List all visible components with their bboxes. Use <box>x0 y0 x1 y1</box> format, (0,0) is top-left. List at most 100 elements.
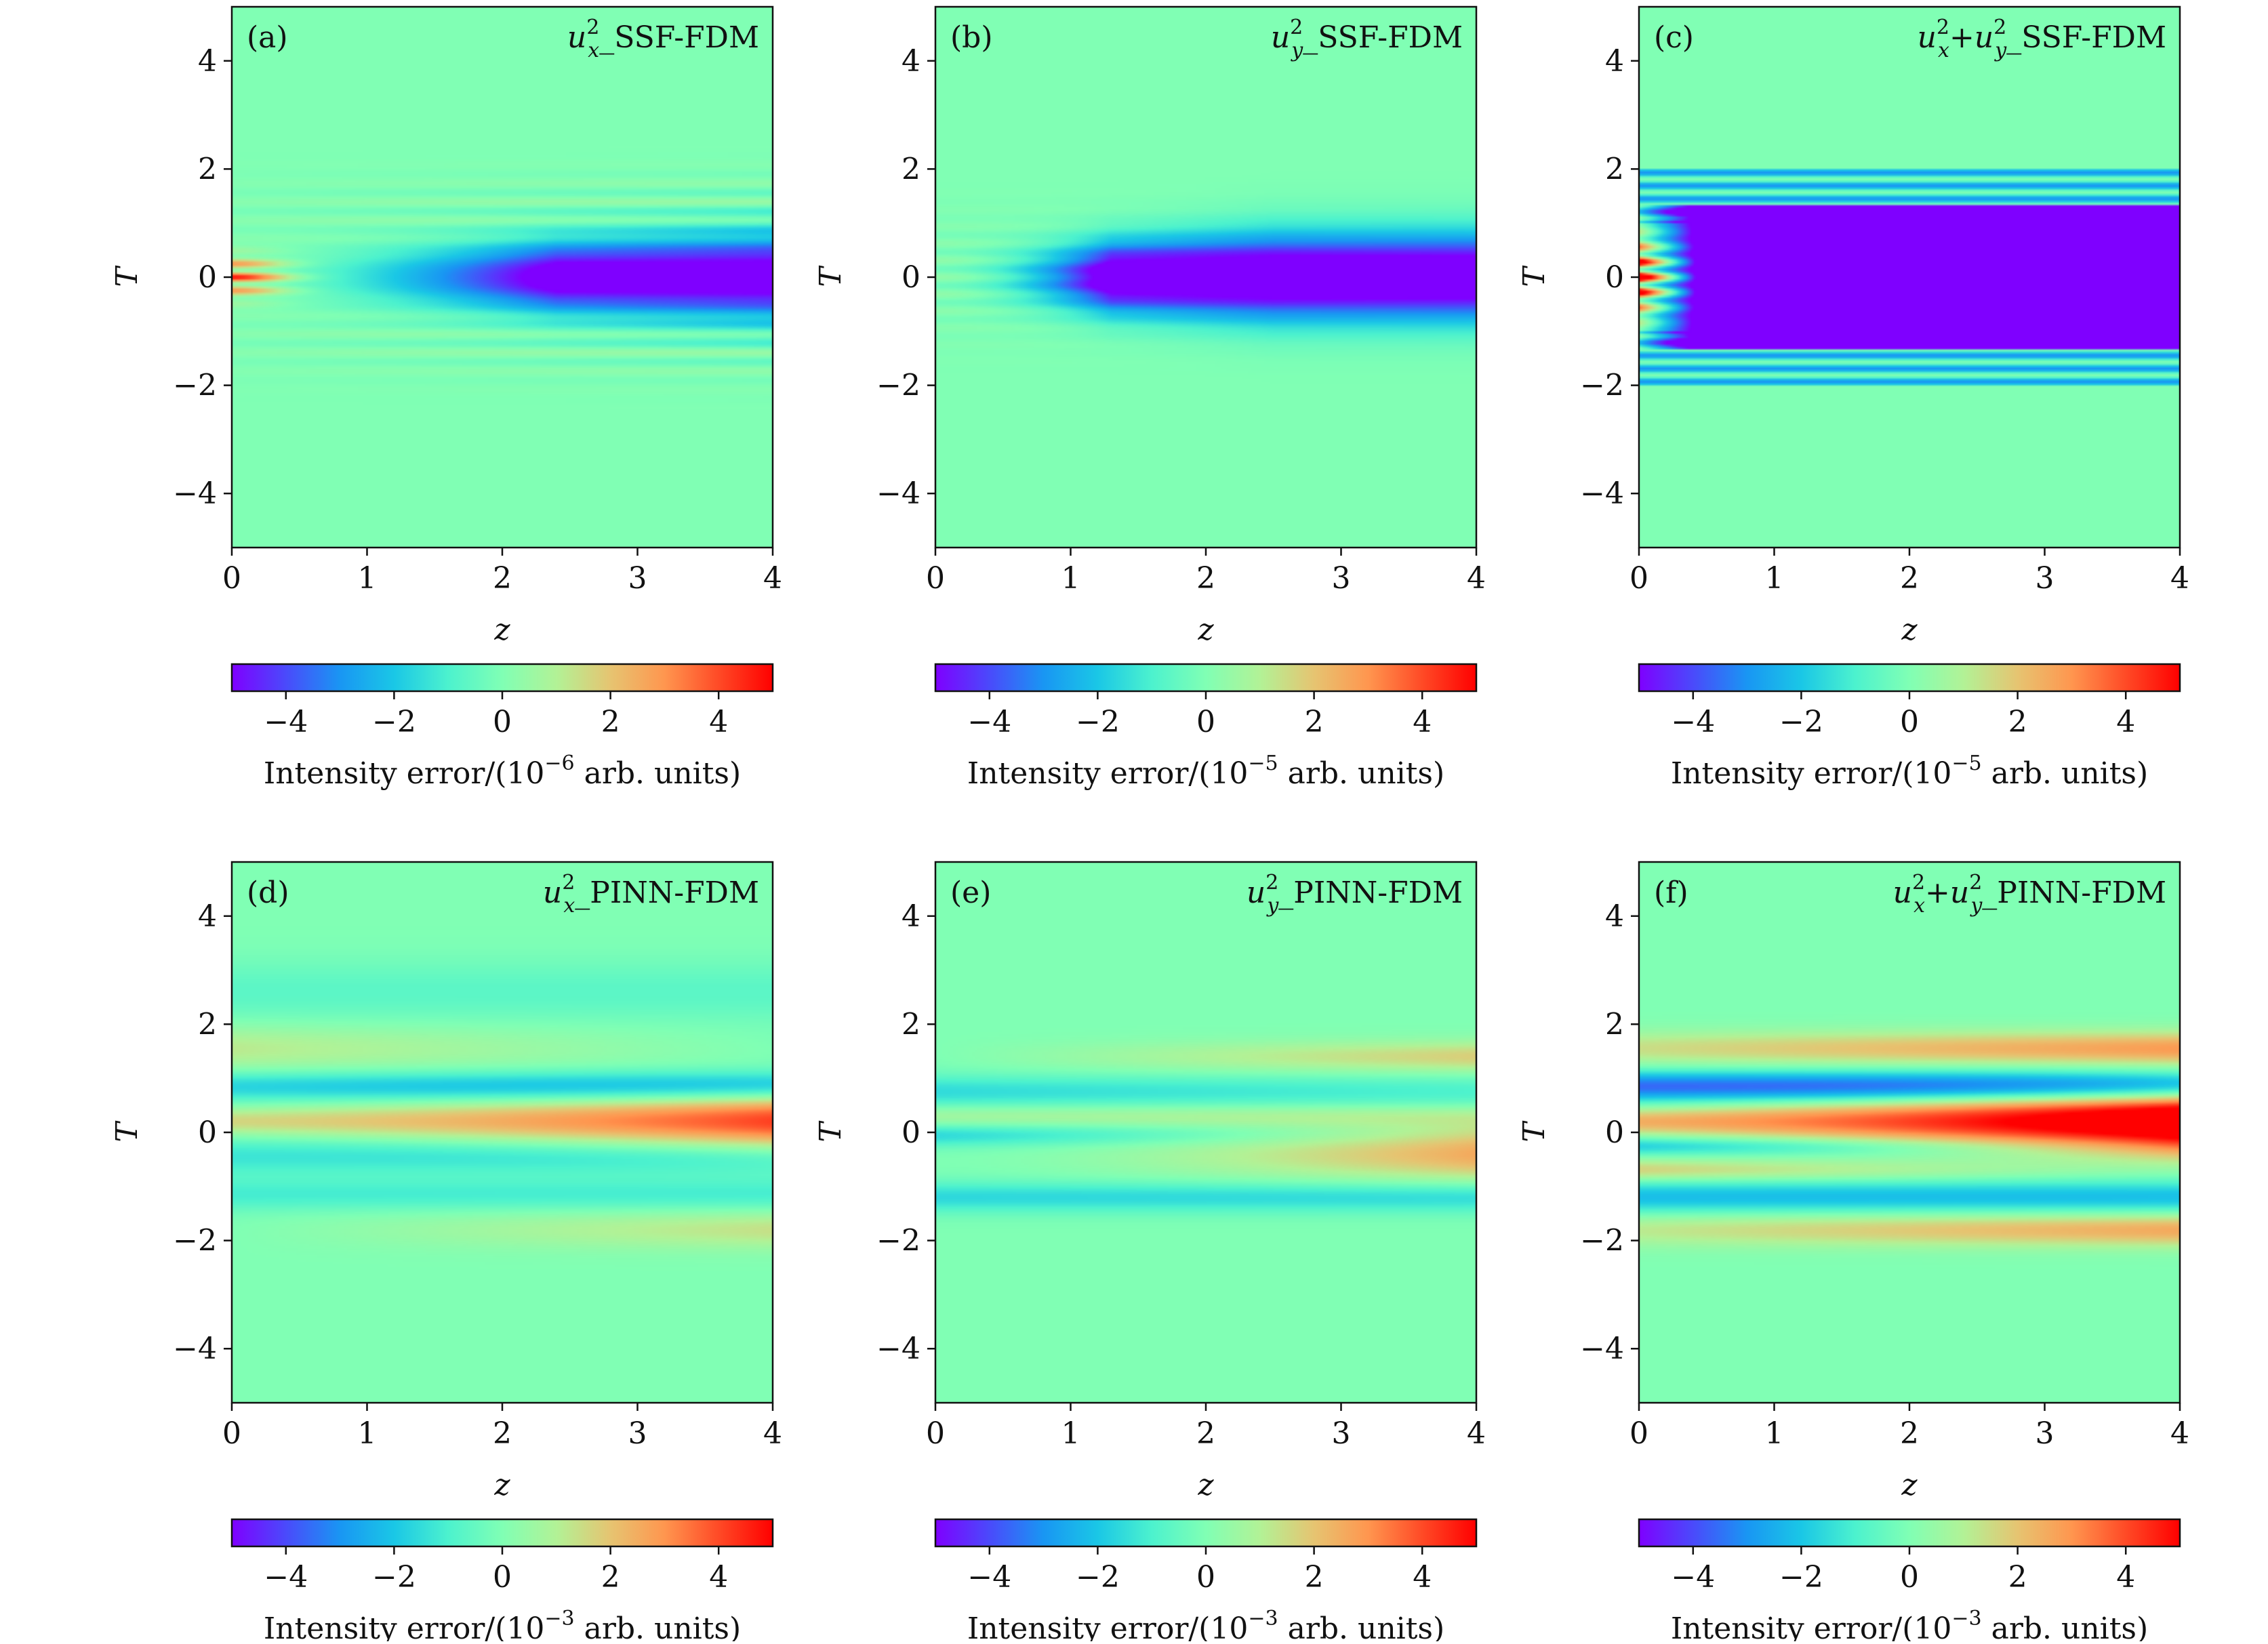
title-sub: y <box>1993 39 2007 62</box>
colorbar-label-text: Intensity error/(10 <box>1671 1611 1952 1641</box>
x-tick-label: 3 <box>628 561 647 596</box>
title-var: u <box>1918 20 1937 55</box>
colorbar-tick-label: 0 <box>1196 1560 1215 1595</box>
colorbar-label-text: arb. units) <box>1982 756 2149 791</box>
y-axis-label: T <box>1517 1120 1552 1143</box>
x-tick-label: 2 <box>493 561 512 596</box>
x-tick-label: 4 <box>2170 1416 2189 1451</box>
colorbar-label-text: arb. units) <box>575 1611 742 1641</box>
colorbar-tick-label: 0 <box>1900 1560 1919 1595</box>
title-sub: x <box>1938 39 1949 62</box>
title-sub: y <box>1265 894 1279 918</box>
x-tick-label: 0 <box>222 1416 241 1451</box>
y-tick-label: 2 <box>1605 1007 1624 1042</box>
title-var: u <box>1271 20 1290 55</box>
colorbar-tick-label: −4 <box>1671 705 1715 739</box>
title-sup: 2 <box>1265 871 1278 895</box>
y-axis-label: T <box>110 1120 144 1143</box>
x-axis-label: z <box>1197 1468 1214 1502</box>
title-plus: + <box>1949 20 1975 55</box>
colorbar-tick-label: −2 <box>372 1560 416 1595</box>
colorbar-label-text: arb. units) <box>1278 756 1445 791</box>
colorbar-tick-label: −2 <box>1076 705 1120 739</box>
panel-title: u2 x_SSF-FDM <box>567 16 759 62</box>
x-tick-label: 1 <box>1061 561 1080 596</box>
y-tick-label: 4 <box>1605 44 1624 79</box>
colorbar <box>1638 663 2181 693</box>
colorbar-tick-label: 4 <box>709 705 728 739</box>
title-sup: 2 <box>562 871 575 895</box>
y-tick-label: −4 <box>173 476 217 511</box>
colorbar-label-text: arb. units) <box>575 756 742 791</box>
colorbar-tick-label: −4 <box>264 705 308 739</box>
x-tick-label: 3 <box>1332 1416 1351 1451</box>
colorbar-tick-label: −2 <box>372 705 416 739</box>
colorbar-tick-label: −4 <box>967 1560 1011 1595</box>
heatmap-image <box>935 7 1476 548</box>
y-tick-label: 4 <box>1605 899 1624 934</box>
y-tick-label: 2 <box>198 1007 217 1042</box>
colorbar-label-exp: −5 <box>1951 752 1981 775</box>
x-axis-label: z <box>493 1468 510 1502</box>
title-sup: 2 <box>1912 871 1925 895</box>
x-tick-label: 2 <box>1900 1416 1919 1451</box>
title-sup: 2 <box>586 16 599 39</box>
x-tick-label: 0 <box>1629 561 1648 596</box>
y-tick-label: −4 <box>1580 476 1624 511</box>
title-sub: x <box>588 39 599 62</box>
colorbar-tick-label: 4 <box>2116 1560 2135 1595</box>
colorbar <box>934 663 1478 693</box>
colorbar-label: Intensity error/(10−5 arb. units) <box>967 752 1444 791</box>
colorbar-label: Intensity error/(10−5 arb. units) <box>1671 752 2148 791</box>
panel-title: u2 x+u2 y_PINN-FDM <box>1893 871 2166 918</box>
y-tick-label: −2 <box>1580 369 1624 403</box>
y-tick-label: 4 <box>198 44 217 79</box>
y-tick-label: 4 <box>902 44 920 79</box>
colorbar-label-text: arb. units) <box>1278 1611 1445 1641</box>
title-var: u <box>1975 20 1993 55</box>
panel-label: (d) <box>247 876 289 910</box>
y-axis-label: T <box>813 1120 848 1143</box>
panel-title: u2 y_SSF-FDM <box>1271 16 1463 62</box>
y-tick-label: −2 <box>876 369 920 403</box>
colorbar-label-text: arb. units) <box>1982 1611 2149 1641</box>
y-tick-label: 0 <box>902 260 920 295</box>
colorbar-tick-label: −2 <box>1076 1560 1120 1595</box>
heatmap-image <box>1639 7 2180 548</box>
colorbar <box>934 1518 1478 1548</box>
colorbar-tick-label: −4 <box>967 705 1011 739</box>
x-tick-label: 4 <box>1467 561 1486 596</box>
x-tick-label: 2 <box>493 1416 512 1451</box>
heatmap-image <box>232 862 773 1403</box>
x-tick-label: 0 <box>926 561 945 596</box>
title-sub: x <box>563 894 575 918</box>
x-tick-label: 1 <box>358 561 377 596</box>
colorbar <box>230 663 774 693</box>
x-tick-label: 4 <box>763 561 782 596</box>
title-suffix: _SSF-FDM <box>1303 20 1463 55</box>
colorbar-tick-label: 4 <box>709 1560 728 1595</box>
y-tick-label: −2 <box>876 1224 920 1258</box>
x-tick-label: 0 <box>926 1416 945 1451</box>
x-tick-label: 3 <box>2036 561 2054 596</box>
colorbar-tick-label: 2 <box>2008 705 2027 739</box>
colorbar-label-text: Intensity error/(10 <box>967 756 1249 791</box>
x-tick-label: 0 <box>1629 1416 1648 1451</box>
y-axis-label: T <box>1517 265 1552 287</box>
colorbar-label: Intensity error/(10−3 arb. units) <box>967 1607 1444 1641</box>
x-tick-label: 2 <box>1196 561 1215 596</box>
y-tick-label: −2 <box>1580 1224 1624 1258</box>
panel-title: u2 x_PINN-FDM <box>543 871 759 918</box>
panel-title: u2 y_PINN-FDM <box>1247 871 1463 918</box>
x-axis-label: z <box>1901 1468 1918 1502</box>
colorbar-tick-label: 2 <box>2008 1560 2027 1595</box>
y-tick-label: −4 <box>1580 1332 1624 1366</box>
y-tick-label: −2 <box>173 1224 217 1258</box>
y-tick-label: 0 <box>198 1115 217 1150</box>
title-suffix: _PINN-FDM <box>1982 876 2166 910</box>
title-suffix: _SSF-FDM <box>2006 20 2166 55</box>
y-axis-label: T <box>110 265 144 287</box>
x-tick-label: 1 <box>1061 1416 1080 1451</box>
